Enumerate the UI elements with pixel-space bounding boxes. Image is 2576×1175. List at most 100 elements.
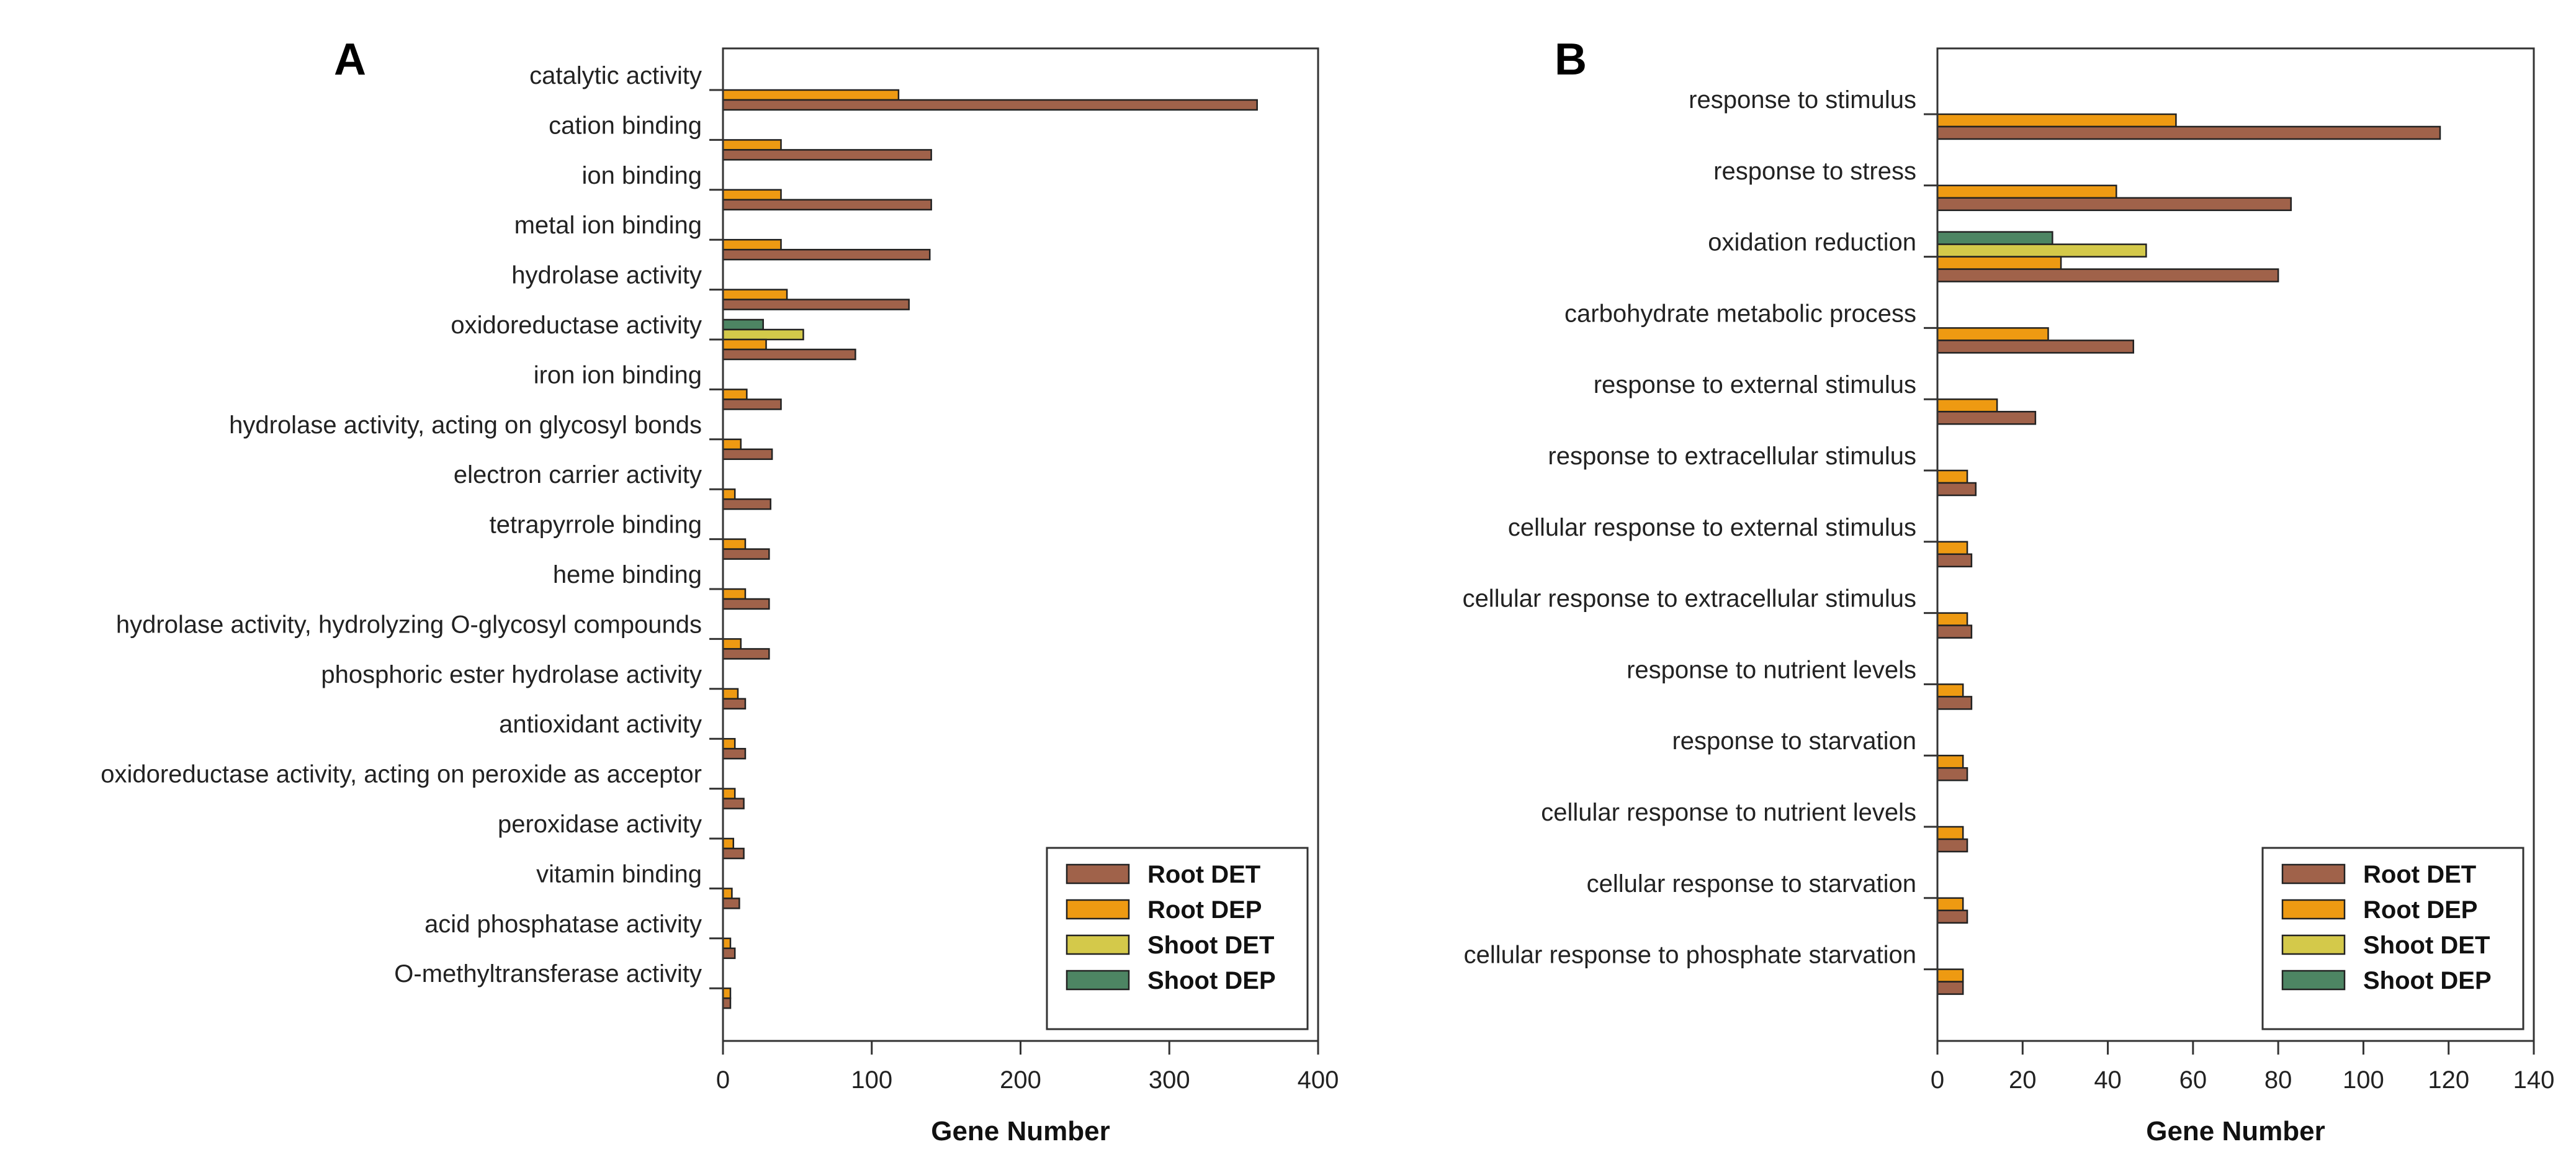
panel-a-bar-root-dep-heme-binding	[722, 588, 747, 600]
panel-a-bar-root-dep-phosphoric-ester-hydrolase-activity	[722, 688, 739, 700]
panel-b-category-label: cellular response to external stimulus	[1508, 514, 1916, 541]
panel-a-category-label: acid phosphatase activity	[424, 911, 702, 938]
panel-a-bar-root-det-phosphoric-ester-hydrolase-activity	[722, 698, 747, 710]
panel-a-legend-swatch-root-det	[1066, 863, 1130, 885]
panel-b-category-label: response to extracellular stimulus	[1548, 443, 1916, 470]
panel-b-bar-root-det-oxidation-reduction	[1936, 268, 2279, 282]
panel-a-bar-shoot-dep-oxidoreductase-activity	[722, 318, 764, 331]
panel-a-bar-root-det-catalytic-activity	[722, 99, 1258, 111]
panel-a-legend-label-root-dep: Root DEP	[1147, 896, 1262, 924]
panel-a-x-tick-label: 100	[851, 1066, 892, 1094]
panel-a-x-axis-title: Gene Number	[931, 1116, 1110, 1146]
panel-b-x-tick-label: 140	[2513, 1066, 2555, 1094]
panel-a-legend-swatch-shoot-det	[1066, 934, 1130, 955]
panel-a-bar-root-det-oxidoreductase-activity-acting-on-peroxide-as-acceptor	[722, 798, 745, 809]
panel-b-legend-label-shoot-det: Shoot DET	[2363, 932, 2490, 959]
panel-a-legend-swatch-shoot-dep	[1066, 970, 1130, 991]
panel-b-x-tick-label: 0	[1931, 1066, 1944, 1094]
panel-b-category-label: cellular response to phosphate starvatio…	[1464, 942, 1916, 969]
panel-a-bar-root-det-hydrolase-activity	[722, 299, 910, 310]
panel-a-bar-root-det-o-methyltransferase-activity	[722, 997, 732, 1009]
panel-b-bar-shoot-dep-oxidation-reduction	[1936, 231, 2053, 245]
panel-b-category-label: response to stimulus	[1689, 86, 1916, 114]
panel-b-bar-root-det-response-to-extracellular-stimulus	[1936, 482, 1977, 497]
panel-b-category-label: carbohydrate metabolic process	[1564, 300, 1916, 327]
panel-a-category-label: ion binding	[582, 162, 702, 189]
panel-a-category-label: phosphoric ester hydrolase activity	[321, 661, 702, 688]
panel-a-bar-root-det-peroxidase-activity	[722, 847, 745, 860]
panel-a-category-label: O-methyltransferase activity	[394, 960, 702, 988]
panel-a-category-label: hydrolase activity, acting on glycosyl b…	[229, 412, 702, 439]
panel-a-bar-root-dep-hydrolase-activity-acting-on-glycosyl-bonds	[722, 438, 742, 451]
panel-b-x-tick-label: 100	[2343, 1066, 2384, 1094]
panel-a-legend: Root DET Root DEP Shoot DET Shoot DEP	[1046, 847, 1309, 1030]
panel-b-legend-label-root-dep: Root DEP	[2363, 896, 2477, 924]
panel-a-category-label: metal ion binding	[514, 212, 702, 239]
panel-b-bar-root-dep-response-to-extracellular-stimulus	[1936, 469, 1968, 484]
panel-b-legend-swatch-shoot-det	[2281, 934, 2346, 955]
panel-b-bar-root-dep-response-to-stress	[1936, 184, 2117, 199]
panel-a-bar-root-dep-tetrapyrrole-binding	[722, 538, 747, 550]
panel-b-category-label: response to stress	[1713, 158, 1916, 185]
panel-a-bar-root-dep-hydrolase-activity-hydrolyzing-o-glycosyl-compounds	[722, 638, 742, 650]
panel-a-legend-label-root-det: Root DET	[1147, 861, 1260, 888]
panel-a-category-label: cation binding	[549, 112, 702, 139]
panel-b-x-axis-title: Gene Number	[2146, 1116, 2325, 1146]
panel-a-x-tick-label: 400	[1298, 1066, 1339, 1094]
panel-b-bar-root-dep-cellular-response-to-phosphate-starvation	[1936, 968, 1964, 983]
panel-a-bar-root-dep-acid-phosphatase-activity	[722, 937, 732, 950]
panel-a-legend-label-shoot-dep: Shoot DEP	[1147, 967, 1276, 994]
panel-b-bar-root-dep-response-to-stimulus	[1936, 113, 2177, 128]
panel-a-category-label: tetrapyrrole binding	[490, 511, 702, 539]
panel-b-legend-label-shoot-dep: Shoot DEP	[2363, 967, 2492, 994]
panel-a-bar-root-dep-iron-ion-binding	[722, 389, 748, 400]
panel-a-bar-root-det-hydrolase-activity-hydrolyzing-o-glycosyl-compounds	[722, 648, 770, 660]
panel-a-bar-root-dep-peroxidase-activity	[722, 837, 735, 850]
panel-a-bar-shoot-det-oxidoreductase-activity	[722, 328, 804, 341]
panel-b-bar-root-det-carbohydrate-metabolic-process	[1936, 340, 2135, 354]
panel-b-category-label: cellular response to starvation	[1587, 870, 1916, 898]
panel-a-bar-root-det-oxidoreductase-activity	[722, 348, 856, 361]
panel-b-bar-root-det-cellular-response-to-phosphate-starvation	[1936, 981, 1964, 995]
panel-b-x-tick-label: 120	[2428, 1066, 2469, 1094]
panel-b-bar-root-det-cellular-response-to-nutrient-levels	[1936, 838, 1968, 853]
panel-a-category-label: oxidoreductase activity	[451, 312, 702, 339]
panel-a-legend-label-shoot-det: Shoot DET	[1147, 932, 1274, 959]
panel-b-bar-root-dep-cellular-response-to-extracellular-stimulus	[1936, 612, 1968, 626]
panel-a-bar-root-det-hydrolase-activity-acting-on-glycosyl-bonds	[722, 448, 773, 461]
panel-b-x-tick-label: 80	[2264, 1066, 2292, 1094]
panel-b-bar-root-det-cellular-response-to-external-stimulus	[1936, 553, 1973, 568]
panel-b-category-label: cellular response to extracellular stimu…	[1463, 585, 1916, 613]
panel-a-category-label: hydrolase activity	[511, 262, 702, 289]
panel-a-category-label: iron ion binding	[534, 361, 702, 389]
panel-a-bar-root-det-electron-carrier-activity	[722, 498, 771, 510]
panel-b-bar-root-det-response-to-external-stimulus	[1936, 410, 2037, 425]
panel-a-letter: A	[334, 35, 366, 84]
panel-a-bar-root-det-metal-ion-binding	[722, 248, 931, 261]
panel-a-category-label: oxidoreductase activity, acting on perox…	[101, 761, 702, 788]
panel-b-bar-root-det-cellular-response-to-starvation	[1936, 909, 1968, 924]
panel-b-bar-root-det-cellular-response-to-extracellular-stimulus	[1936, 624, 1973, 639]
panel-b-bar-root-det-response-to-starvation	[1936, 767, 1968, 781]
panel-b-category-label: oxidation reduction	[1708, 229, 1916, 256]
panel-b-bar-root-dep-response-to-nutrient-levels	[1936, 683, 1964, 698]
panel-a-legend-swatch-root-dep	[1066, 899, 1130, 920]
panel-a-bar-root-det-tetrapyrrole-binding	[722, 548, 770, 560]
panel-b-bar-root-dep-oxidation-reduction	[1936, 256, 2062, 270]
panel-a-x-tick-label: 0	[716, 1066, 730, 1094]
panel-b-category-label: response to external stimulus	[1594, 371, 1916, 398]
panel-a-bar-root-det-heme-binding	[722, 598, 770, 610]
panel-b-bar-root-dep-cellular-response-to-nutrient-levels	[1936, 826, 1964, 840]
panel-a-x-tick-label: 200	[1000, 1066, 1041, 1094]
panel-b-bar-root-dep-carbohydrate-metabolic-process	[1936, 327, 2049, 341]
panel-b-category-label: response to nutrient levels	[1627, 656, 1916, 683]
panel-a-category-label: hydrolase activity, hydrolyzing O-glycos…	[116, 611, 702, 638]
panel-a-bar-root-dep-catalytic-activity	[722, 89, 900, 101]
panel-a-category-label: catalytic activity	[529, 62, 702, 89]
panel-a-bar-root-det-acid-phosphatase-activity	[722, 947, 736, 960]
panel-a-bar-root-dep-electron-carrier-activity	[722, 488, 736, 500]
panel-b-legend: Root DET Root DEP Shoot DET Shoot DEP	[2261, 847, 2524, 1030]
